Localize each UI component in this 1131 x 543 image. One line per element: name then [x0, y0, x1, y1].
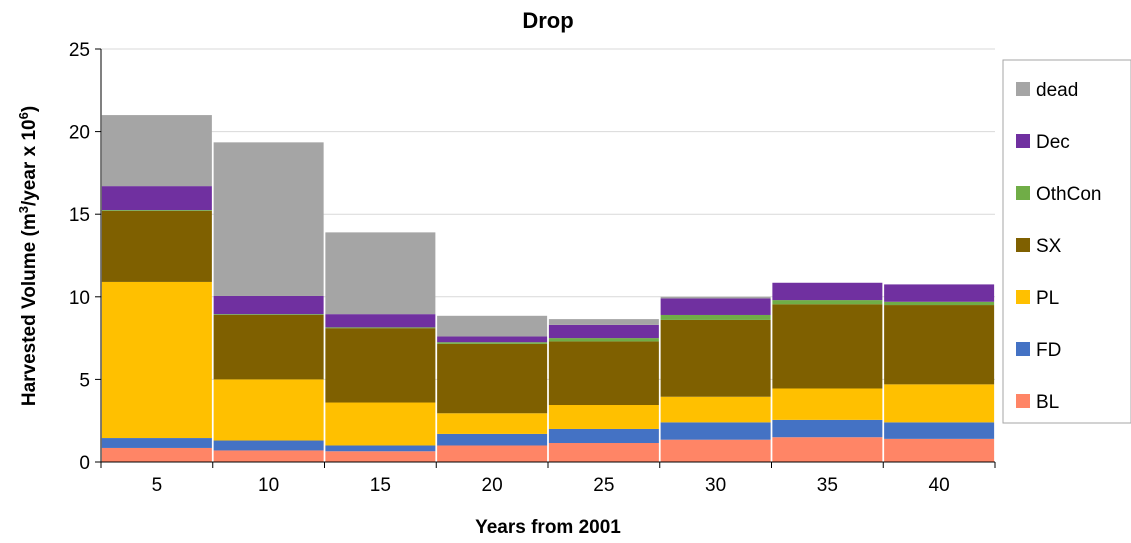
legend-swatch-othcon — [1016, 186, 1030, 200]
x-tick-label: 20 — [482, 475, 503, 496]
bar-segment-dec — [884, 284, 995, 302]
y-tick-label: 0 — [79, 453, 90, 474]
bar-segment-othcon — [437, 342, 548, 344]
bar-segment-othcon — [772, 300, 883, 305]
y-tick-label: 5 — [79, 370, 90, 391]
x-tick-label: 5 — [152, 475, 163, 496]
legend-swatch-pl — [1016, 290, 1030, 304]
bar-segment-fd — [772, 419, 883, 438]
bar-segment-othcon — [213, 314, 324, 315]
y-tick-label: 20 — [69, 123, 90, 144]
bar-segment-othcon — [548, 338, 659, 342]
bar-segment-dead — [548, 319, 659, 325]
bar-segment-dead — [325, 232, 436, 315]
bar-segment-othcon — [325, 327, 436, 329]
bar-segment-dec — [660, 298, 771, 315]
bar-segment-sx — [548, 341, 659, 406]
x-tick-label: 10 — [258, 475, 279, 496]
legend-swatch-dec — [1016, 134, 1030, 148]
bar-segment-sx — [884, 305, 995, 385]
y-tick-label: 15 — [69, 205, 90, 226]
bar-segment-bl — [772, 437, 883, 462]
bar-segment-fd — [548, 428, 659, 444]
bar-segment-bl — [437, 445, 548, 462]
bar-segment-dec — [325, 314, 436, 328]
bar-segment-dead — [660, 296, 771, 299]
x-tick-label: 15 — [370, 475, 391, 496]
bar-segment-sx — [437, 343, 548, 414]
legend-label-fd: FD — [1036, 340, 1061, 361]
bar-segment-dec — [772, 282, 883, 301]
chart-title: Drop — [522, 8, 573, 33]
bar-segment-sx — [213, 314, 324, 380]
bar-segment-pl — [437, 413, 548, 434]
bar-segment-pl — [548, 405, 659, 429]
bar-segment-bl — [213, 450, 324, 462]
x-tick-label: 35 — [817, 475, 838, 496]
bar-segment-pl — [325, 402, 436, 446]
bar-segment-dead — [213, 142, 324, 296]
legend-label-sx: SX — [1036, 236, 1062, 257]
bar-segment-fd — [325, 445, 436, 452]
x-axis-label: Years from 2001 — [475, 517, 621, 538]
bar-segment-fd — [884, 422, 995, 439]
bar-segment-sx — [101, 210, 212, 282]
bar-segment-fd — [437, 433, 548, 446]
x-tick-label: 25 — [593, 475, 614, 496]
bar-segment-pl — [660, 396, 771, 423]
legend: dead Dec OthCon SX PL FD BL — [1002, 59, 1131, 424]
bar-segment-pl — [213, 379, 324, 441]
legend-label-pl: PL — [1036, 288, 1059, 309]
bar-segment-othcon — [660, 314, 771, 320]
bar-segment-dead — [437, 315, 548, 337]
bar-segment-bl — [548, 443, 659, 462]
bar-segment-sx — [325, 328, 436, 403]
legend-label-dead: dead — [1036, 80, 1078, 101]
bars — [101, 115, 995, 462]
legend-swatch-fd — [1016, 342, 1030, 356]
legend-swatch-dead — [1016, 82, 1030, 96]
bar-segment-bl — [325, 451, 436, 462]
legend-label-dec: Dec — [1036, 132, 1070, 153]
bar-segment-bl — [101, 447, 212, 462]
bar-segment-dec — [548, 324, 659, 339]
bar-segment-sx — [660, 319, 771, 397]
legend-label-bl: BL — [1036, 392, 1059, 413]
bar-segment-othcon — [884, 301, 995, 306]
bar-segment-dec — [213, 295, 324, 315]
x-tick-label: 30 — [705, 475, 726, 496]
bar-segment-fd — [101, 438, 212, 448]
bar-segment-dec — [101, 186, 212, 211]
x-tick-label: 40 — [929, 475, 950, 496]
axes — [100, 49, 996, 468]
bar-segment-fd — [660, 422, 771, 440]
y-axis-label: Harvested Volume (m3/year x 106) — [16, 106, 40, 406]
bar-segment-pl — [884, 384, 995, 423]
bar-segment-bl — [884, 438, 995, 462]
bar-segment-fd — [213, 440, 324, 451]
legend-label-othcon: OthCon — [1036, 184, 1101, 205]
bar-segment-dead — [101, 115, 212, 187]
legend-swatch-sx — [1016, 238, 1030, 252]
y-tick-label: 25 — [69, 40, 90, 61]
bar-segment-othcon — [101, 210, 212, 211]
bar-segment-sx — [772, 304, 883, 389]
y-tick-labels: 0 5 10 15 20 25 — [69, 40, 90, 474]
bar-segment-bl — [660, 439, 771, 462]
bar-segment-pl — [772, 388, 883, 420]
legend-swatch-bl — [1016, 394, 1030, 408]
y-tick-label: 10 — [69, 288, 90, 309]
bar-segment-pl — [101, 281, 212, 439]
x-tick-labels: 5 10 15 20 25 30 35 40 — [152, 475, 950, 496]
bar-segment-dec — [437, 336, 548, 343]
